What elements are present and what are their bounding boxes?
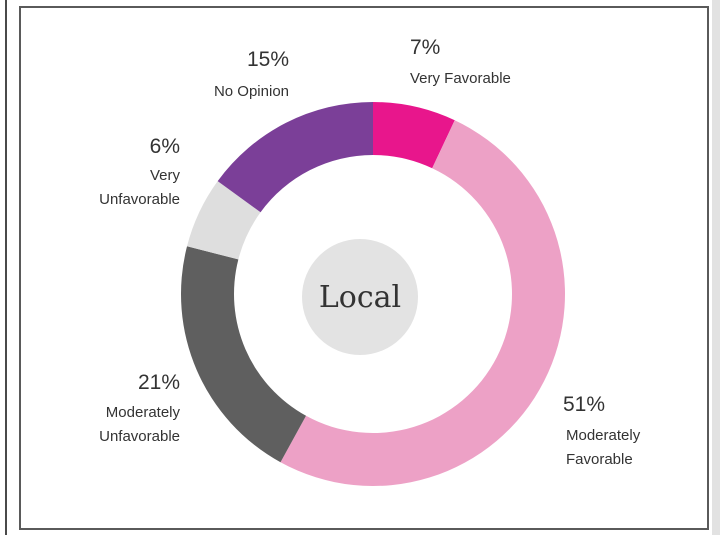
left-rule	[5, 0, 7, 535]
right-edge	[712, 0, 720, 535]
slice-category-label: Very	[150, 167, 181, 184]
donut-slice-4	[217, 102, 373, 213]
slice-category-label: Moderately	[566, 427, 641, 444]
slice-category-label: No Opinion	[214, 83, 289, 100]
slice-percent-label: 7%	[410, 36, 440, 59]
slice-category-label: Very Favorable	[410, 70, 511, 87]
center-circle	[302, 239, 418, 355]
donut-slice-1	[280, 120, 565, 486]
donut-slice-3	[187, 181, 261, 260]
slice-category-label: Moderately	[106, 404, 181, 421]
donut-slice-2	[181, 246, 307, 463]
slice-category-label: Favorable	[566, 451, 633, 468]
slice-percent-label: 21%	[138, 371, 180, 394]
slice-percent-label: 15%	[247, 48, 289, 71]
donut-slices	[181, 102, 565, 486]
slice-percent-label: 51%	[563, 393, 605, 416]
slice-category-label: Unfavorable	[99, 428, 180, 445]
slice-labels: 7% Very Favorable 51% Moderately Favorable 21…	[99, 36, 641, 468]
center-label: Local	[319, 280, 401, 315]
slice-percent-label: 6%	[150, 135, 180, 158]
slice-category-label: Unfavorable	[99, 191, 180, 208]
donut-slice-0	[373, 102, 455, 169]
